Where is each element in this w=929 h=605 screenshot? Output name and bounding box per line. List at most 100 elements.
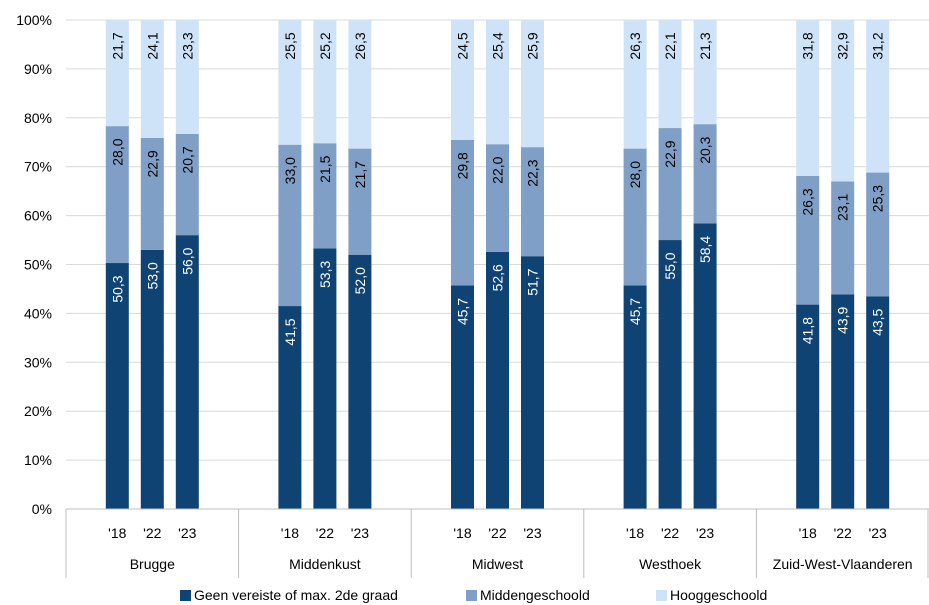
bar-segment	[831, 181, 855, 295]
year-tick-label: '23	[869, 525, 887, 541]
data-label: 22,9	[662, 140, 678, 167]
data-label: 31,8	[800, 32, 816, 59]
data-label: 52,6	[490, 264, 506, 291]
year-tick-label: '18	[626, 525, 644, 541]
data-label: 22,0	[490, 156, 506, 183]
year-tick-label: '18	[799, 525, 817, 541]
data-label: 22,3	[525, 159, 541, 186]
data-label: 25,5	[282, 32, 298, 59]
bar-segment	[658, 20, 682, 129]
data-label: 25,2	[317, 32, 333, 59]
bar-segment	[451, 285, 474, 509]
data-label: 53,0	[144, 262, 160, 289]
data-label: 55,0	[662, 252, 678, 279]
bar-segment	[175, 20, 199, 134]
year-tick-label: '18	[281, 525, 299, 541]
year-tick-label: '18	[108, 525, 126, 541]
data-label: 43,9	[835, 306, 851, 333]
year-tick-label: '23	[696, 525, 714, 541]
bar-segment	[521, 20, 544, 148]
bar-segment	[796, 304, 820, 509]
bar-segment	[451, 20, 474, 140]
legend-label: Middengeschoold	[480, 587, 590, 603]
bar-segment	[693, 124, 717, 224]
year-tick-label: '23	[178, 525, 196, 541]
y-tick-label: 80%	[24, 110, 52, 126]
bar-segment	[105, 126, 129, 264]
data-label: 53,3	[317, 261, 333, 288]
y-tick-label: 50%	[24, 257, 52, 273]
year-tick-label: '23	[523, 525, 541, 541]
data-label: 21,7	[352, 161, 368, 188]
data-label: 23,1	[835, 194, 851, 221]
legend-label: Geen vereiste of max. 2de graad	[194, 587, 398, 603]
bar-segment	[796, 20, 820, 176]
bar-segment	[658, 128, 682, 241]
bars	[105, 20, 890, 510]
bar-segment	[831, 294, 855, 509]
data-label: 21,5	[317, 155, 333, 182]
bar-segment	[693, 20, 717, 125]
data-label: 25,9	[525, 32, 541, 59]
group-label: Middenkust	[289, 556, 361, 572]
data-label: 24,5	[455, 32, 471, 59]
year-tick-label: '18	[453, 525, 471, 541]
data-label: 31,2	[870, 32, 886, 59]
bar-segment	[140, 137, 164, 250]
data-label: 33,0	[282, 157, 298, 184]
bar-segment	[278, 20, 302, 145]
bar-segment	[486, 251, 509, 509]
group-label: Midwest	[472, 556, 523, 572]
group-label: Westhoek	[639, 556, 702, 572]
year-tick-label: '22	[661, 525, 679, 541]
data-label: 45,7	[627, 298, 643, 325]
bar-segment	[486, 144, 509, 252]
legend-label: Hooggeschoold	[670, 587, 767, 603]
data-label: 41,8	[800, 317, 816, 344]
bar-segment	[175, 235, 199, 509]
data-label: 21,7	[109, 32, 125, 59]
data-label: 25,3	[870, 185, 886, 212]
y-tick-label: 20%	[24, 403, 52, 419]
year-tick-label: '22	[488, 525, 506, 541]
bar-segment	[313, 248, 337, 509]
bar-segment	[313, 143, 337, 249]
data-labels: 50,3 28,0 21,7 53,0 22,9 24,1 56,0 20,7 23,3 41,5…	[109, 32, 885, 346]
legend: Geen vereiste of max. 2de graad Middenges…	[180, 587, 767, 603]
data-label: 32,9	[835, 32, 851, 59]
bar-segment	[521, 147, 544, 257]
data-label: 20,7	[179, 146, 195, 173]
bar-segment	[831, 20, 855, 182]
y-tick-label: 30%	[24, 354, 52, 370]
y-tick-label: 0%	[32, 501, 52, 517]
bar-segment	[623, 148, 647, 286]
year-tick-label: '22	[316, 525, 334, 541]
y-tick-label: 70%	[24, 159, 52, 175]
bar-segment	[623, 20, 647, 149]
bar-segment	[521, 256, 544, 509]
y-tick-label: 90%	[24, 61, 52, 77]
group-label: Brugge	[130, 556, 175, 572]
bar-segment	[486, 20, 509, 145]
bar-segment	[866, 20, 890, 173]
year-tick-label: '22	[143, 525, 161, 541]
group-label: Zuid-West-Vlaanderen	[773, 556, 913, 572]
data-label: 29,8	[455, 152, 471, 179]
bar-segment	[658, 240, 682, 510]
data-label: 26,3	[800, 188, 816, 215]
y-tick-label: 100%	[16, 12, 52, 28]
y-tick-label: 60%	[24, 208, 52, 224]
data-label: 28,0	[627, 161, 643, 188]
y-axis-ticks: 0% 10% 20% 30% 40% 50% 60% 70% 80% 90% 100%	[16, 12, 52, 517]
bar-segment	[451, 139, 474, 286]
data-label: 20,3	[697, 136, 713, 163]
bar-segment	[313, 20, 337, 144]
data-label: 52,0	[352, 267, 368, 294]
bar-segment	[866, 296, 890, 509]
legend-swatch	[656, 590, 667, 601]
bar-segment	[796, 175, 820, 305]
data-label: 26,3	[352, 32, 368, 59]
data-label: 56,0	[179, 247, 195, 274]
year-tick-label: '23	[351, 525, 369, 541]
